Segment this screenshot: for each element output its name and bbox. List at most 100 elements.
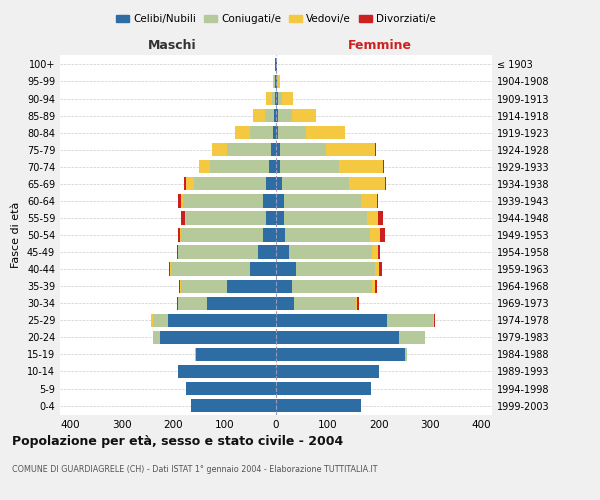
Bar — [277, 75, 278, 88]
Bar — [266, 177, 276, 190]
Bar — [404, 348, 407, 361]
Bar — [169, 262, 170, 276]
Bar — [276, 126, 278, 140]
Bar — [276, 143, 280, 156]
Bar — [278, 109, 292, 122]
Bar — [276, 399, 361, 412]
Bar — [276, 246, 289, 258]
Bar — [356, 296, 357, 310]
Bar — [367, 212, 378, 224]
Bar — [196, 348, 276, 361]
Bar — [250, 126, 274, 140]
Bar — [276, 280, 292, 293]
Bar — [258, 246, 276, 258]
Bar — [371, 246, 378, 258]
Bar — [276, 296, 294, 310]
Bar — [181, 212, 185, 224]
Bar — [181, 228, 263, 241]
Bar — [292, 280, 372, 293]
Bar — [361, 194, 377, 207]
Bar — [212, 143, 227, 156]
Bar — [276, 177, 282, 190]
Bar — [326, 143, 375, 156]
Bar — [385, 177, 386, 190]
Bar — [278, 126, 307, 140]
Bar — [296, 262, 375, 276]
Bar — [276, 109, 278, 122]
Bar — [227, 143, 271, 156]
Bar — [185, 212, 186, 224]
Bar — [235, 126, 250, 140]
Bar — [400, 330, 425, 344]
Bar — [276, 330, 400, 344]
Bar — [178, 194, 181, 207]
Bar — [357, 296, 359, 310]
Bar — [170, 262, 250, 276]
Bar — [370, 228, 380, 241]
Bar — [276, 212, 284, 224]
Bar — [179, 280, 181, 293]
Bar — [276, 382, 371, 395]
Bar — [274, 75, 275, 88]
Bar — [275, 92, 276, 105]
Bar — [379, 262, 382, 276]
Bar — [375, 262, 379, 276]
Bar — [263, 194, 276, 207]
Bar — [372, 280, 375, 293]
Bar — [181, 194, 184, 207]
Text: Popolazione per età, sesso e stato civile - 2004: Popolazione per età, sesso e stato civil… — [12, 435, 343, 448]
Bar — [152, 330, 160, 344]
Bar — [276, 348, 404, 361]
Bar — [282, 92, 293, 105]
Bar — [209, 160, 269, 173]
Bar — [184, 194, 263, 207]
Bar — [433, 314, 434, 327]
Legend: Celibi/Nubili, Coniugati/e, Vedovi/e, Divorziati/e: Celibi/Nubili, Coniugati/e, Vedovi/e, Di… — [112, 10, 440, 29]
Bar — [280, 160, 339, 173]
Bar — [184, 177, 186, 190]
Bar — [386, 314, 433, 327]
Bar — [377, 194, 378, 207]
Bar — [292, 109, 316, 122]
Bar — [178, 246, 258, 258]
Bar — [227, 280, 276, 293]
Bar — [276, 194, 284, 207]
Bar — [186, 382, 276, 395]
Bar — [181, 280, 227, 293]
Bar — [178, 228, 180, 241]
Text: COMUNE DI GUARDIAGRELE (CH) - Dati ISTAT 1° gennaio 2004 - Elaborazione TUTTITAL: COMUNE DI GUARDIAGRELE (CH) - Dati ISTAT… — [12, 465, 377, 474]
Bar — [284, 212, 367, 224]
Bar — [194, 177, 266, 190]
Bar — [284, 194, 361, 207]
Bar — [276, 314, 386, 327]
Bar — [272, 92, 275, 105]
Bar — [375, 143, 376, 156]
Bar — [274, 126, 276, 140]
Bar — [339, 160, 383, 173]
Bar — [151, 314, 152, 327]
Bar — [263, 228, 276, 241]
Bar — [282, 177, 349, 190]
Y-axis label: Fasce di età: Fasce di età — [11, 202, 21, 268]
Bar — [307, 126, 345, 140]
Bar — [186, 212, 266, 224]
Bar — [177, 246, 178, 258]
Bar — [276, 160, 280, 173]
Bar — [276, 92, 278, 105]
Bar — [378, 246, 380, 258]
Bar — [383, 160, 384, 173]
Bar — [271, 143, 276, 156]
Bar — [380, 228, 385, 241]
Bar — [178, 365, 276, 378]
Bar — [289, 246, 371, 258]
Bar — [186, 177, 194, 190]
Bar — [265, 109, 274, 122]
Text: Femmine: Femmine — [347, 40, 412, 52]
Bar — [177, 296, 178, 310]
Bar — [434, 314, 435, 327]
Bar — [378, 212, 383, 224]
Bar — [278, 75, 280, 88]
Bar — [180, 228, 181, 241]
Bar — [285, 228, 370, 241]
Bar — [280, 143, 326, 156]
